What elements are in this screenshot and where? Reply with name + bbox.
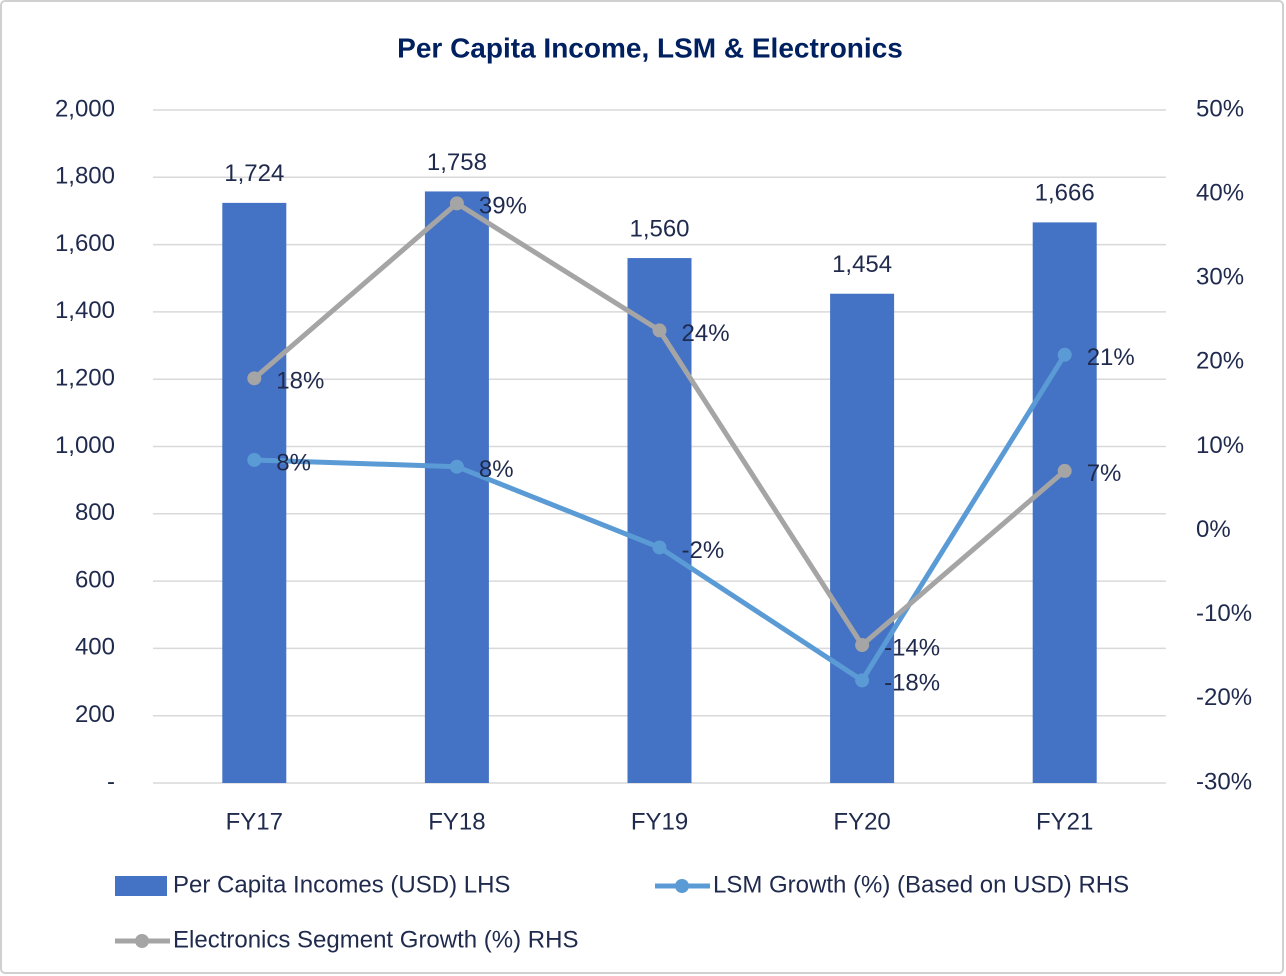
line-value-label: 39% [479,193,527,220]
line-value-label: 8% [479,456,514,483]
line-value-label: -18% [884,670,940,697]
y2-tick-label: 0% [1196,516,1231,543]
y-tick-label: 600 [75,566,115,593]
line-value-label: 8% [276,449,311,476]
legend-label: LSM Growth (%) (Based on USD) RHS [713,871,1129,898]
bar [627,258,692,783]
bar-value-label: 1,758 [427,149,487,176]
line-point [1057,347,1072,362]
y-tick-label: - [107,768,115,795]
line-point [247,452,262,467]
y2-tick-label: 20% [1196,348,1244,375]
line-point [652,540,667,555]
line-point [652,323,667,338]
bar-value-label: 1,454 [832,251,892,278]
y-tick-label: 200 [75,701,115,728]
bar [1032,222,1097,784]
x-tick-label: FY17 [226,808,283,835]
y-tick-label: 1,000 [55,432,115,459]
y-tick-label: 1,400 [55,297,115,324]
legend-swatch [115,876,167,896]
line-value-label: 24% [682,320,730,347]
line-point [449,459,464,474]
y2-tick-label: 40% [1196,179,1244,206]
y2-tick-label: -30% [1196,768,1252,795]
y-tick-label: 1,200 [55,365,115,392]
line-point [1057,463,1072,478]
line-value-label: 21% [1087,344,1135,371]
y-tick-label: 1,800 [55,163,115,190]
legend-label: Electronics Segment Growth (%) RHS [173,926,578,953]
line-point [855,673,870,688]
line-value-label: 7% [1087,460,1122,487]
y2-tick-label: -10% [1196,600,1252,627]
x-tick-label: FY19 [631,808,688,835]
line-point [855,638,870,653]
y-tick-label: 800 [75,499,115,526]
y-tick-label: 1,600 [55,230,115,257]
bar-value-label: 1,666 [1035,180,1095,207]
x-tick-label: FY21 [1036,808,1093,835]
line-value-label: -14% [884,634,940,661]
x-tick-label: FY18 [428,808,485,835]
legend-marker [135,934,149,948]
bar-value-label: 1,724 [224,160,284,187]
y2-tick-label: 10% [1196,432,1244,459]
y2-tick-label: 50% [1196,95,1244,122]
line-value-label: 18% [276,368,324,395]
line-point [247,371,262,386]
x-tick-label: FY20 [833,808,890,835]
legend-label: Per Capita Incomes (USD) LHS [173,871,510,898]
y-tick-label: 400 [75,634,115,661]
bar [830,293,895,783]
line-point [449,196,464,211]
legend-marker [675,879,689,893]
bar [424,191,489,784]
bar-value-label: 1,560 [629,215,689,242]
bar [222,202,287,783]
y2-tick-label: 30% [1196,264,1244,291]
line-value-label: -2% [682,537,725,564]
chart-title: Per Capita Income, LSM & Electronics [397,32,903,63]
y-tick-label: 2,000 [55,95,115,122]
y2-tick-label: -20% [1196,684,1252,711]
